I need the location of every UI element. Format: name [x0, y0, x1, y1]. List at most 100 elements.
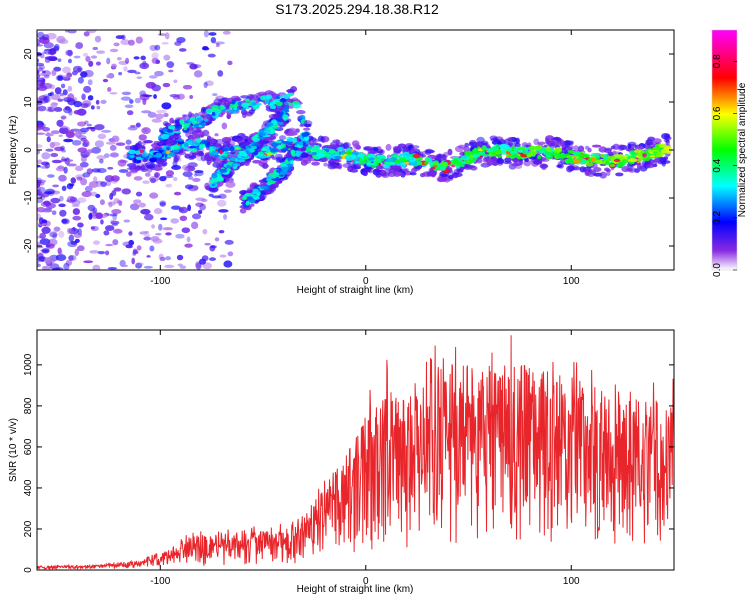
spectrogram-halo-blob — [144, 162, 155, 168]
spectrogram-ridge-blob — [400, 162, 407, 168]
spectrogram-ridge-blob — [281, 166, 289, 170]
spectrogram-noise-blob — [59, 209, 67, 217]
spectrogram-noise-blob — [37, 164, 41, 168]
spectrogram-noise-blob — [44, 96, 50, 103]
spectrogram-ridge-blob — [458, 157, 464, 162]
spectrogram-halo-blob — [628, 166, 637, 173]
spectrogram-noise-blob — [142, 98, 147, 106]
spectrogram-noise-blob — [162, 227, 174, 231]
spectrogram-noise-blob — [49, 84, 56, 90]
spectrogram-halo-blob — [269, 184, 275, 190]
spectrogram-noise-blob — [105, 141, 116, 145]
spectrogram-halo-blob — [351, 164, 357, 170]
spectrogram-noise-blob — [99, 158, 104, 164]
spectrogram-noise-blob — [94, 140, 105, 148]
spectrogram-ridge-blob — [394, 159, 401, 163]
spectrogram-x-tick-label: 0 — [363, 276, 369, 287]
spectrogram-y-tick-label: 0 — [23, 147, 34, 153]
spectrogram-noise-blob — [37, 258, 40, 264]
spectrogram-ridge-blob — [228, 105, 238, 109]
spectrogram-noise-blob — [75, 42, 84, 50]
spectrogram-ridge-blob — [280, 111, 284, 115]
spectrogram-ridge-blob — [511, 154, 519, 159]
spectrogram-noise-blob — [67, 93, 75, 101]
spectrogram-halo-blob — [513, 138, 520, 144]
spectrogram-noise-blob — [68, 254, 77, 261]
spectrogram-noise-blob — [62, 89, 68, 96]
spectrogram-noise-blob — [85, 55, 91, 63]
spectrogram-noise-blob — [111, 223, 119, 227]
spectrogram-halo-blob — [240, 134, 246, 138]
spectrogram-ridge-blob — [184, 120, 189, 125]
spectrogram-noise-blob — [37, 79, 45, 87]
spectrogram-noise-blob — [86, 149, 94, 154]
spectrogram-noise-blob — [126, 110, 134, 116]
spectrogram-ridge-blob — [518, 146, 526, 151]
colorbar-tick-label: 0.0 — [712, 263, 723, 277]
spectrogram-noise-blob — [132, 250, 139, 255]
spectrogram-noise-blob — [223, 189, 232, 193]
spectrogram-ridge-blob — [211, 150, 219, 156]
spectrogram-halo-blob — [155, 159, 164, 165]
spectrogram-noise-blob — [86, 126, 96, 130]
colorbar: 0.0 0.2 0.4 0.6 0.8 Normalized spectral ampl… — [711, 29, 748, 277]
spectrogram-y-tick-label: 20 — [23, 48, 34, 60]
spectrogram-ridge-blob — [239, 150, 247, 156]
spectrogram-noise-blob — [59, 126, 69, 135]
spectrogram-noise-blob — [87, 79, 93, 86]
spectrogram-noise-blob — [153, 94, 157, 99]
spectrogram-halo-blob — [262, 162, 269, 169]
spectrogram-ridge-blob — [255, 102, 262, 106]
spectrogram-noise-blob — [150, 236, 160, 242]
spectrogram-halo-blob — [173, 136, 180, 144]
spectrogram-ridge-blob — [642, 153, 647, 158]
spectrogram-noise-blob — [90, 105, 95, 110]
spectrogram-ridge-blob — [634, 149, 641, 153]
spectrogram-ridge-blob — [311, 151, 317, 156]
spectrogram-halo-blob — [223, 99, 230, 107]
spectrogram-halo-blob — [483, 157, 493, 163]
spectrogram-noise-blob — [164, 264, 175, 269]
spectrogram-noise-blob — [42, 51, 47, 55]
spectrogram-noise-blob — [156, 109, 167, 114]
spectrogram-noise-blob — [79, 161, 89, 168]
spectrogram-noise-blob — [65, 131, 75, 139]
spectrogram-noise-blob — [100, 99, 107, 104]
spectrogram-noise-blob — [191, 221, 199, 230]
spectrogram-noise-blob — [158, 223, 163, 231]
spectrogram-noise-blob — [133, 176, 143, 181]
spectrogram-ridge-blob — [534, 145, 543, 149]
spectrogram-noise-blob — [83, 31, 90, 37]
spectrogram-halo-blob — [311, 161, 320, 166]
spectrogram-ridge-blob — [500, 146, 507, 152]
spectrogram-halo-blob — [457, 144, 466, 149]
spectrogram-noise-blob — [47, 92, 53, 96]
spectrogram-noise-blob — [56, 119, 64, 127]
spectrogram-ridge-blob — [607, 155, 616, 160]
spectrogram-halo-blob — [260, 180, 266, 186]
spectrogram-noise-blob — [149, 177, 157, 184]
spectrogram-noise-blob — [90, 226, 96, 230]
spectrogram-noise-blob — [63, 138, 74, 143]
spectrogram-noise-blob — [225, 181, 236, 188]
spectrogram-noise-blob — [37, 197, 44, 204]
spectrogram-halo-blob — [610, 145, 616, 150]
spectrogram-noise-blob — [135, 36, 143, 44]
spectrogram-ridge-blob — [409, 157, 417, 163]
spectrogram-ridge-blob — [162, 128, 168, 133]
spectrogram-ridge-blob — [155, 152, 163, 158]
spectrogram-halo-blob — [653, 158, 659, 165]
spectrogram-halo-blob — [211, 157, 216, 162]
spectrogram-ridge-blob — [237, 158, 246, 163]
spectrogram-ridge-blob — [203, 118, 209, 122]
spectrogram-noise-blob — [203, 81, 208, 89]
spectrogram-noise-blob — [143, 265, 154, 269]
spectrogram-ridge-blob — [282, 114, 289, 120]
spectrogram-ridge-blob — [174, 130, 182, 134]
spectrogram-noise-blob — [42, 219, 48, 224]
spectrogram-ridge-blob — [324, 153, 332, 157]
spectrogram-noise-blob — [148, 75, 158, 79]
spectrogram-noise-blob — [201, 46, 210, 51]
spectrogram-noise-blob — [84, 185, 93, 193]
